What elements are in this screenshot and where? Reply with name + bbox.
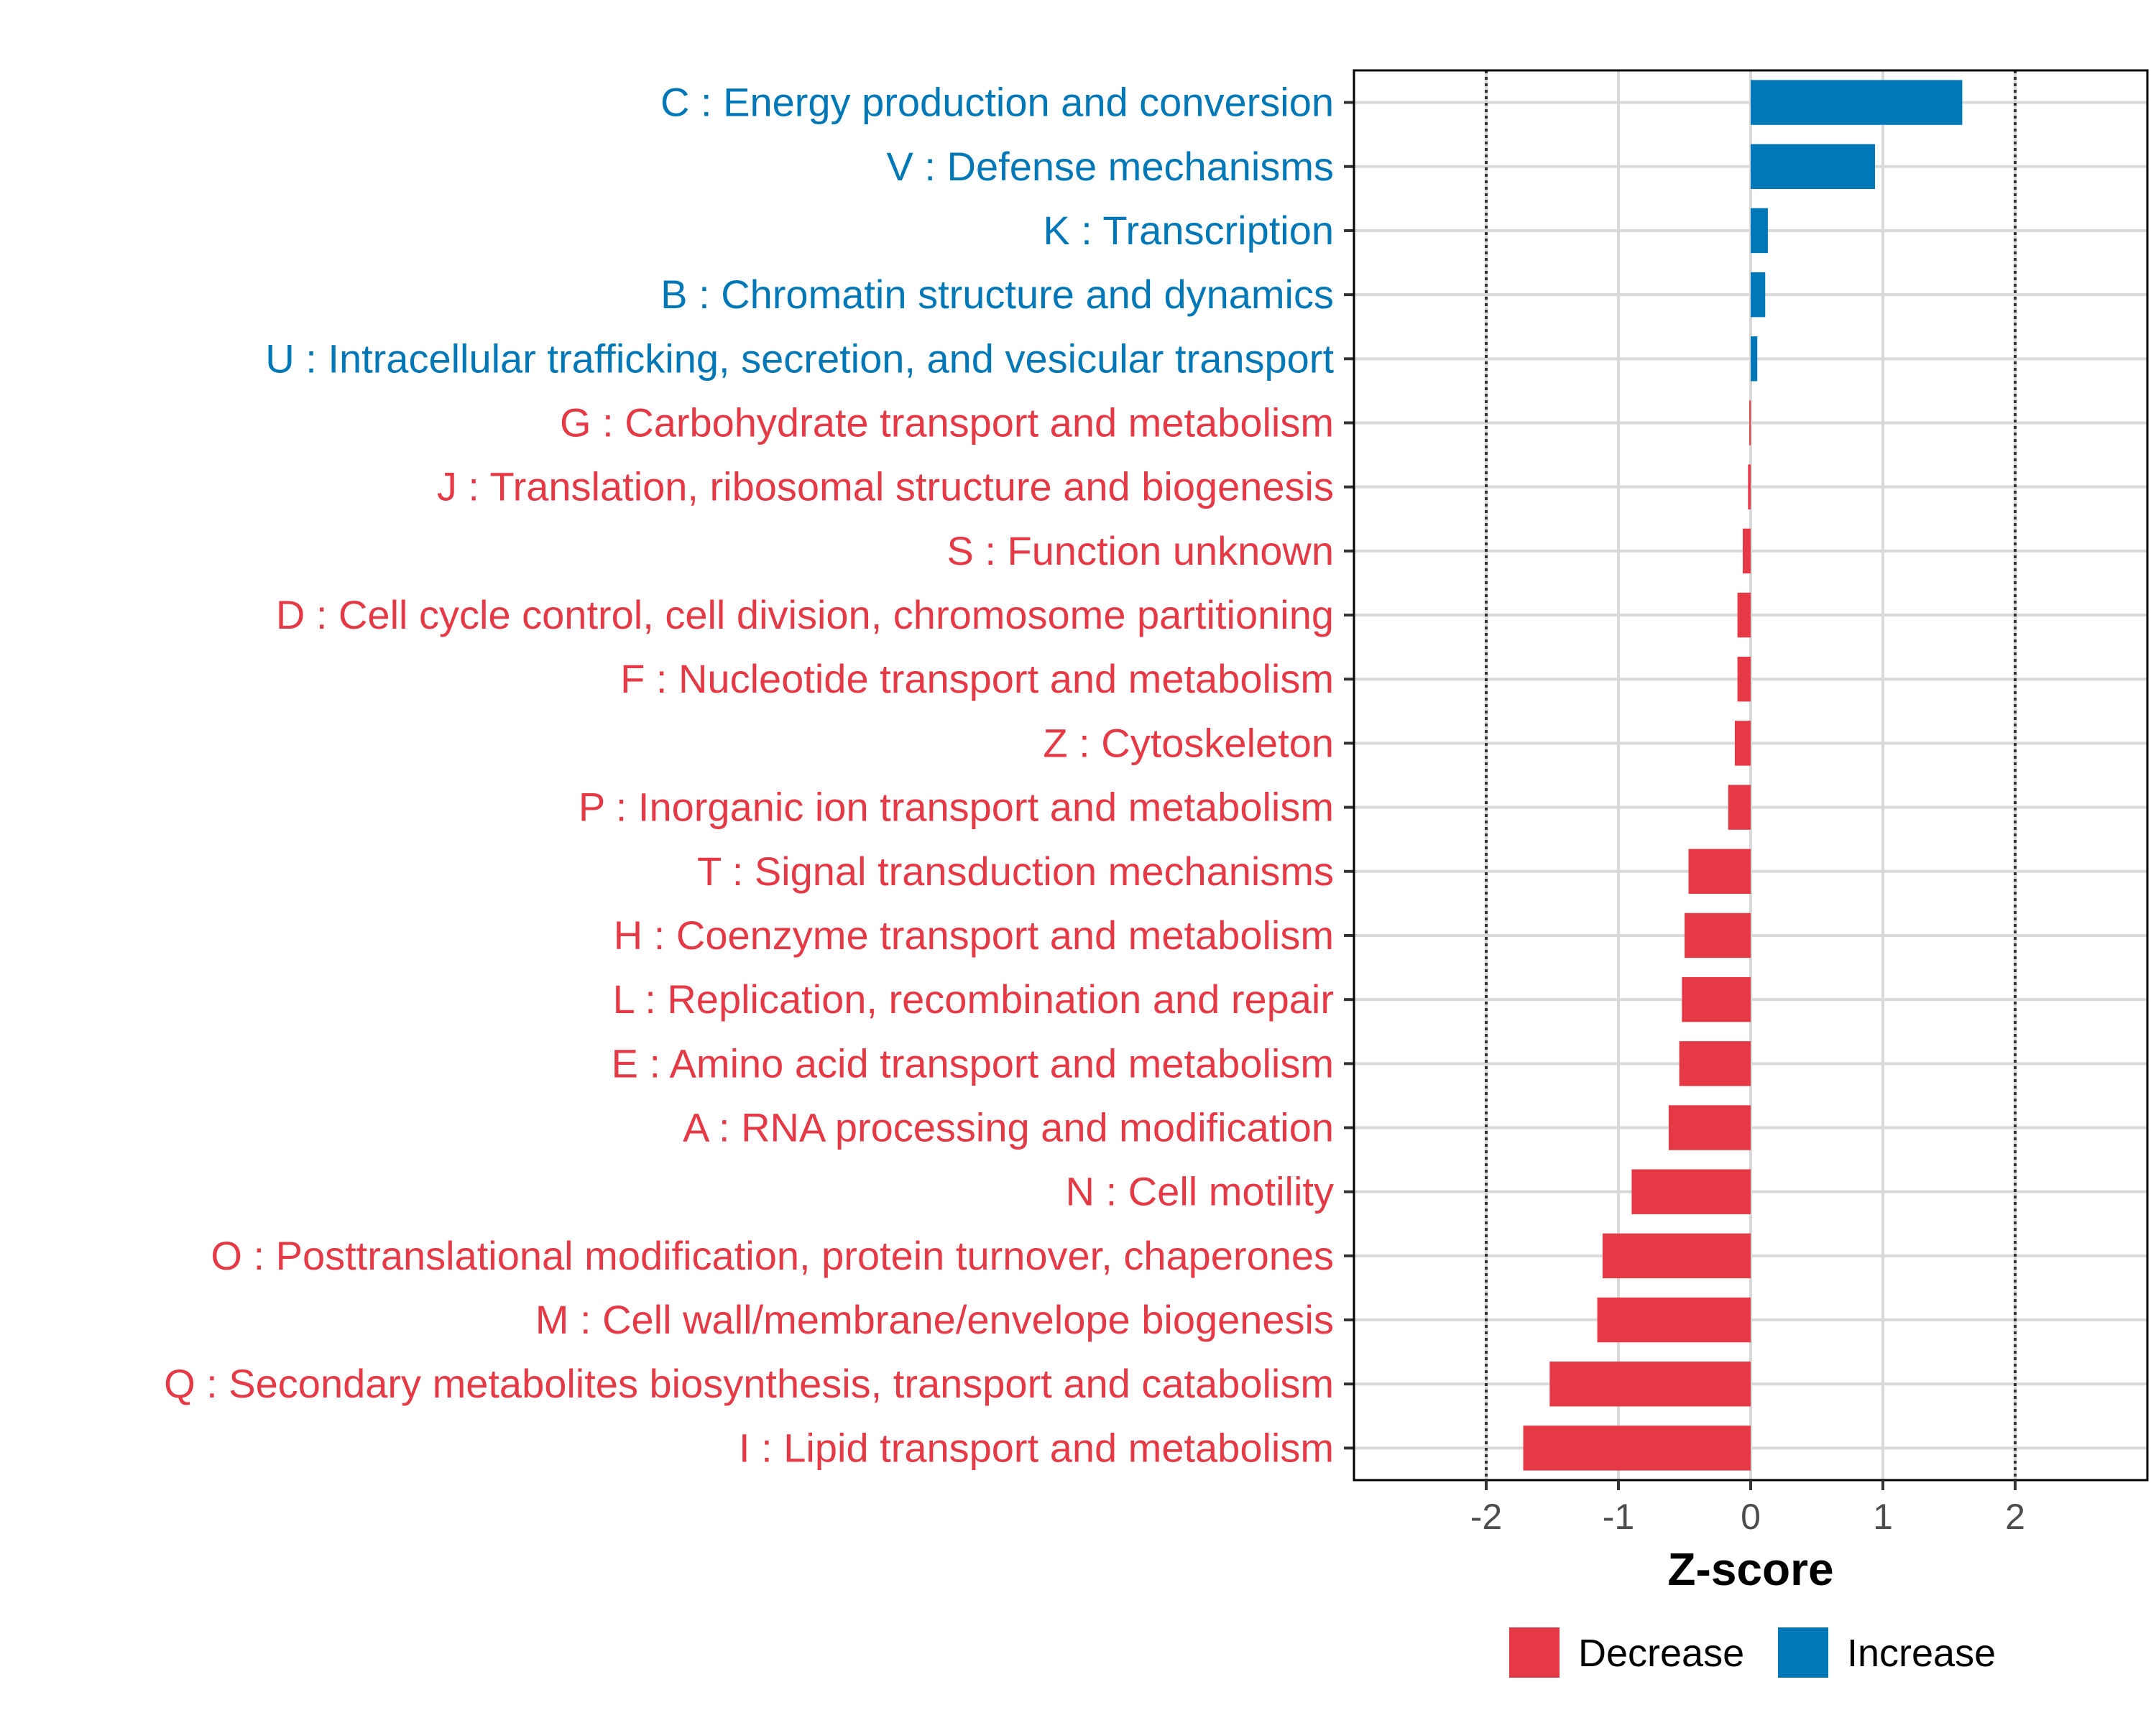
bar	[1742, 528, 1751, 574]
bar	[1523, 1426, 1751, 1471]
category-label: O : Posttranslational modification, prot…	[211, 1233, 1334, 1278]
category-label: B : Chromatin structure and dynamics	[660, 272, 1334, 317]
legend-entry: Decrease	[1509, 1627, 1744, 1678]
category-label: U : Intracellular trafficking, secretion…	[265, 336, 1334, 381]
category-label: I : Lipid transport and metabolism	[739, 1425, 1334, 1470]
legend: Decrease Increase	[1509, 1627, 1996, 1678]
legend-swatch	[1778, 1627, 1828, 1678]
category-label: F : Nucleotide transport and metabolism	[620, 656, 1334, 701]
category-label: N : Cell motility	[1066, 1169, 1334, 1214]
bar	[1688, 849, 1751, 894]
legend-label: Increase	[1847, 1632, 1996, 1675]
bars	[1523, 80, 1963, 1471]
category-label: J : Translation, ribosomal structure and…	[437, 464, 1334, 509]
category-label: E : Amino acid transport and metabolism	[612, 1040, 1334, 1086]
bar	[1682, 976, 1751, 1022]
category-label: P : Inorganic ion transport and metaboli…	[579, 785, 1334, 830]
bar	[1749, 400, 1751, 445]
bar	[1751, 80, 1963, 125]
category-label: L : Replication, recombination and repai…	[613, 976, 1334, 1022]
bar	[1549, 1362, 1751, 1407]
bar	[1679, 1041, 1751, 1086]
category-label: M : Cell wall/membrane/envelope biogenes…	[535, 1297, 1334, 1342]
bar	[1631, 1169, 1751, 1214]
bar	[1668, 1105, 1751, 1150]
legend-entry: Increase	[1778, 1627, 1996, 1678]
bar	[1737, 592, 1751, 638]
bar	[1602, 1233, 1751, 1279]
bar	[1734, 721, 1751, 766]
bar	[1737, 657, 1751, 702]
category-label: C : Energy production and conversion	[660, 80, 1334, 125]
bar	[1751, 208, 1768, 254]
x-axis-title: Z-score	[1667, 1543, 1833, 1595]
legend-swatch	[1509, 1627, 1560, 1678]
category-label: Z : Cytoskeleton	[1043, 720, 1334, 765]
x-tick-label: -2	[1470, 1497, 1502, 1537]
legend-label: Decrease	[1578, 1632, 1744, 1675]
bar	[1751, 272, 1766, 318]
category-label: D : Cell cycle control, cell division, c…	[276, 592, 1334, 637]
category-label: G : Carbohydrate transport and metabolis…	[560, 400, 1334, 445]
category-label: S : Function unknown	[946, 528, 1334, 573]
x-tick-label: 2	[2005, 1497, 2025, 1537]
category-label: Q : Secondary metabolites biosynthesis, …	[164, 1361, 1334, 1406]
bar	[1748, 464, 1751, 509]
category-label: A : RNA processing and modification	[683, 1105, 1334, 1150]
reference-lines	[1485, 70, 2017, 1480]
category-label: H : Coenzyme transport and metabolism	[614, 912, 1334, 958]
category-label: V : Defense mechanisms	[887, 144, 1334, 189]
category-label: K : Transcription	[1043, 208, 1334, 253]
bar	[1751, 144, 1875, 189]
category-labels: C : Energy production and conversion V : …	[164, 80, 1334, 1471]
x-axis: -2 -1 0 1 2 Z-score	[1344, 69, 2149, 1595]
bar	[1685, 912, 1751, 958]
x-tick-label: 0	[1741, 1497, 1761, 1537]
bar	[1597, 1297, 1751, 1343]
bar	[1751, 336, 1758, 382]
bar	[1728, 785, 1751, 830]
x-tick-label: -1	[1603, 1497, 1634, 1537]
x-tick-label: 1	[1873, 1497, 1893, 1537]
category-label: T : Signal transduction mechanisms	[697, 849, 1334, 894]
